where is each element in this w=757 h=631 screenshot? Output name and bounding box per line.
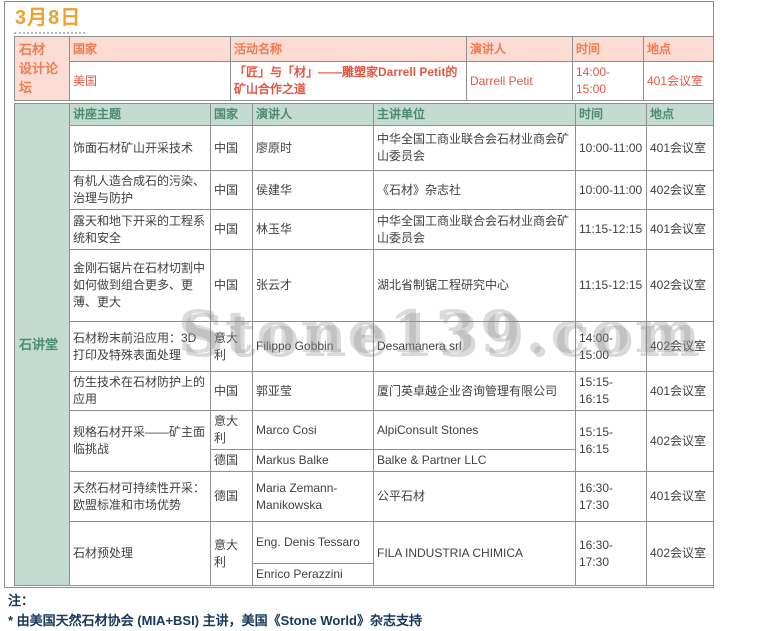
cell-speaker: Marco Cosi — [252, 410, 374, 450]
cell-topic: 金刚石锯片在石材切割中如何做到组合更多、更薄、更大 — [69, 249, 211, 322]
cell-time: 16:30-17:30 — [575, 471, 647, 522]
cell-country: 意大利 — [210, 521, 253, 586]
cell-speaker: 林玉华 — [252, 209, 374, 250]
cell-speaker: 张云才 — [252, 249, 374, 322]
forum-header-location: 地点 — [643, 36, 714, 62]
cell-topic: 仿生技术在石材防护上的应用 — [69, 371, 211, 411]
cell-topic: 石材预处理 — [69, 521, 211, 586]
cell-country: 中国 — [210, 249, 253, 322]
table-row: 仿生技术在石材防护上的应用 中国 郭亚莹 厦门英卓越企业咨询管理有限公司 15:… — [15, 371, 714, 411]
cell-speaker: Markus Balke — [252, 449, 374, 472]
cell-time: 15:15-16:15 — [575, 410, 647, 472]
cell-organization: Desamanera srl — [373, 321, 576, 372]
lecture-header-time: 时间 — [575, 103, 647, 126]
cell-country: 意大利 — [210, 321, 253, 372]
forum-section-label: 石材 设计论坛 — [14, 36, 70, 101]
cell-speaker: 廖原时 — [252, 125, 374, 171]
forum-row: 美国 「匠」与「材」——雕塑家Darrell Petit的矿山合作之道 Darr… — [15, 61, 714, 101]
table-row: Enrico Perazzini — [15, 563, 714, 586]
forum-label-line2: 设计论坛 — [19, 61, 59, 95]
footnote-text: * 由美国天然石材协会 (MIA+BSI) 主讲，美国《Stone World》… — [8, 613, 422, 628]
cell-country: 意大利 — [210, 410, 253, 450]
cell-time: 10:00-11:00 — [575, 170, 647, 210]
cell-country: 德国 — [210, 449, 253, 472]
cell-location: 401会议室 — [646, 209, 714, 250]
cell-speaker: Eng. Denis Tessaro — [252, 521, 374, 564]
forum-cell-time: 14:00-15:00 — [572, 61, 644, 101]
cell-topic: 规格石材开采——矿主面临挑战 — [69, 410, 211, 472]
cell-location: 401会议室 — [646, 371, 714, 411]
cell-location: 401会议室 — [646, 471, 714, 522]
forum-cell-speaker: Darrell Petit — [466, 61, 573, 101]
forum-cell-country: 美国 — [69, 61, 231, 101]
cell-country: 中国 — [210, 170, 253, 210]
cell-organization: Balke & Partner LLC — [373, 449, 576, 472]
lecture-header-speaker: 演讲人 — [252, 103, 374, 126]
cell-topic: 露天和地下开采的工程系统和安全 — [69, 209, 211, 250]
forum-cell-location: 401会议室 — [643, 61, 714, 101]
cell-location: 402会议室 — [646, 249, 714, 322]
cell-organization: 中华全国工商业联合会石材业商会矿山委员会 — [373, 209, 576, 250]
title-row: 3月8日 — [14, 6, 713, 35]
cell-topic: 饰面石材矿山开采技术 — [69, 125, 211, 171]
cell-speaker: Enrico Perazzini — [252, 563, 374, 586]
cell-country: 中国 — [210, 371, 253, 411]
table-row: 饰面石材矿山开采技术 中国 廖原时 中华全国工商业联合会石材业商会矿山委员会 1… — [15, 125, 714, 171]
forum-header-speaker: 演讲人 — [466, 36, 573, 62]
cell-organization: 中华全国工商业联合会石材业商会矿山委员会 — [373, 125, 576, 171]
cell-location: 402会议室 — [646, 521, 714, 586]
cell-topic: 石材粉末前沿应用：3D打印及特殊表面处理 — [69, 321, 211, 372]
forum-table: 石材 设计论坛 国家 活动名称 演讲人 时间 地点 美国 「匠」与「材」——雕塑… — [14, 36, 714, 101]
table-row: 露天和地下开采的工程系统和安全 中国 林玉华 中华全国工商业联合会石材业商会矿山… — [15, 209, 714, 250]
schedule-box: 3月8日 石材 设计论坛 国家 活动名称 演讲人 时间 地点 美国 「匠」 — [4, 1, 714, 628]
cell-organization: 公平石材 — [373, 471, 576, 522]
lecture-section-label: 石讲堂 — [14, 103, 70, 586]
cell-location: 402会议室 — [646, 170, 714, 210]
footnote: 注： * 由美国天然石材协会 (MIA+BSI) 主讲，美国《Stone Wor… — [8, 591, 713, 631]
forum-header-country: 国家 — [69, 36, 231, 62]
cell-country: 中国 — [210, 209, 253, 250]
table-row: 石材预处理 意大利 Eng. Denis Tessaro FILA INDUST… — [15, 521, 714, 586]
cell-speaker: Maria Zemann-Manikowska — [252, 471, 374, 522]
forum-header-time: 时间 — [572, 36, 644, 62]
table-row: 规格石材开采——矿主面临挑战 意大利 Marco Cosi AlpiConsul… — [15, 410, 714, 472]
lecture-table: 石讲堂 讲座主题 国家 演讲人 主讲单位 时间 地点 饰面石材矿山开采技术 中国… — [14, 103, 714, 586]
cell-time: 14:00-15:00 — [575, 321, 647, 372]
cell-organization: AlpiConsult Stones — [373, 410, 576, 450]
cell-speaker: 侯建华 — [252, 170, 374, 210]
cell-speaker: Filippo Gobbin — [252, 321, 374, 372]
page-title: 3月8日 — [14, 6, 86, 34]
cell-time: 15:15-16:15 — [575, 371, 647, 411]
footnote-label: 注： — [8, 593, 35, 608]
cell-topic: 有机人造合成石的污染、治理与防护 — [69, 170, 211, 210]
cell-time: 10:00-11:00 — [575, 125, 647, 171]
cell-speaker: 郭亚莹 — [252, 371, 374, 411]
cell-location: 401会议室 — [646, 125, 714, 171]
cell-organization: 湖北省制锯工程研究中心 — [373, 249, 576, 322]
cell-organization: 《石材》杂志社 — [373, 170, 576, 210]
forum-cell-activity: 「匠」与「材」——雕塑家Darrell Petit的矿山合作之道 — [230, 61, 467, 101]
lecture-header-organization: 主讲单位 — [373, 103, 576, 126]
table-row: 天然石材可持续性开采：欧盟标准和市场优势 德国 Maria Zemann-Man… — [15, 471, 714, 522]
cell-time: 11:15-12:15 — [575, 209, 647, 250]
cell-topic: 天然石材可持续性开采：欧盟标准和市场优势 — [69, 471, 211, 522]
cell-organization: FILA INDUSTRIA CHIMICA — [373, 521, 576, 586]
table-row: 金刚石锯片在石材切割中如何做到组合更多、更薄、更大 中国 张云才 湖北省制锯工程… — [15, 249, 714, 322]
forum-label-line1: 石材 — [19, 42, 46, 57]
lecture-header-country: 国家 — [210, 103, 253, 126]
lecture-header-topic: 讲座主题 — [69, 103, 211, 126]
page-container: 3月8日 石材 设计论坛 国家 活动名称 演讲人 时间 地点 美国 「匠」 — [4, 1, 714, 628]
cell-location: 402会议室 — [646, 321, 714, 372]
lecture-header-location: 地点 — [646, 103, 714, 126]
table-row: 石材粉末前沿应用：3D打印及特殊表面处理 意大利 Filippo Gobbin … — [15, 321, 714, 372]
cell-time: 16:30-17:30 — [575, 521, 647, 586]
cell-country: 中国 — [210, 125, 253, 171]
cell-country: 德国 — [210, 471, 253, 522]
table-row: 有机人造合成石的污染、治理与防护 中国 侯建华 《石材》杂志社 10:00-11… — [15, 170, 714, 210]
forum-header-activity: 活动名称 — [230, 36, 467, 62]
cell-time: 11:15-12:15 — [575, 249, 647, 322]
cell-location: 402会议室 — [646, 410, 714, 472]
cell-organization: 厦门英卓越企业咨询管理有限公司 — [373, 371, 576, 411]
